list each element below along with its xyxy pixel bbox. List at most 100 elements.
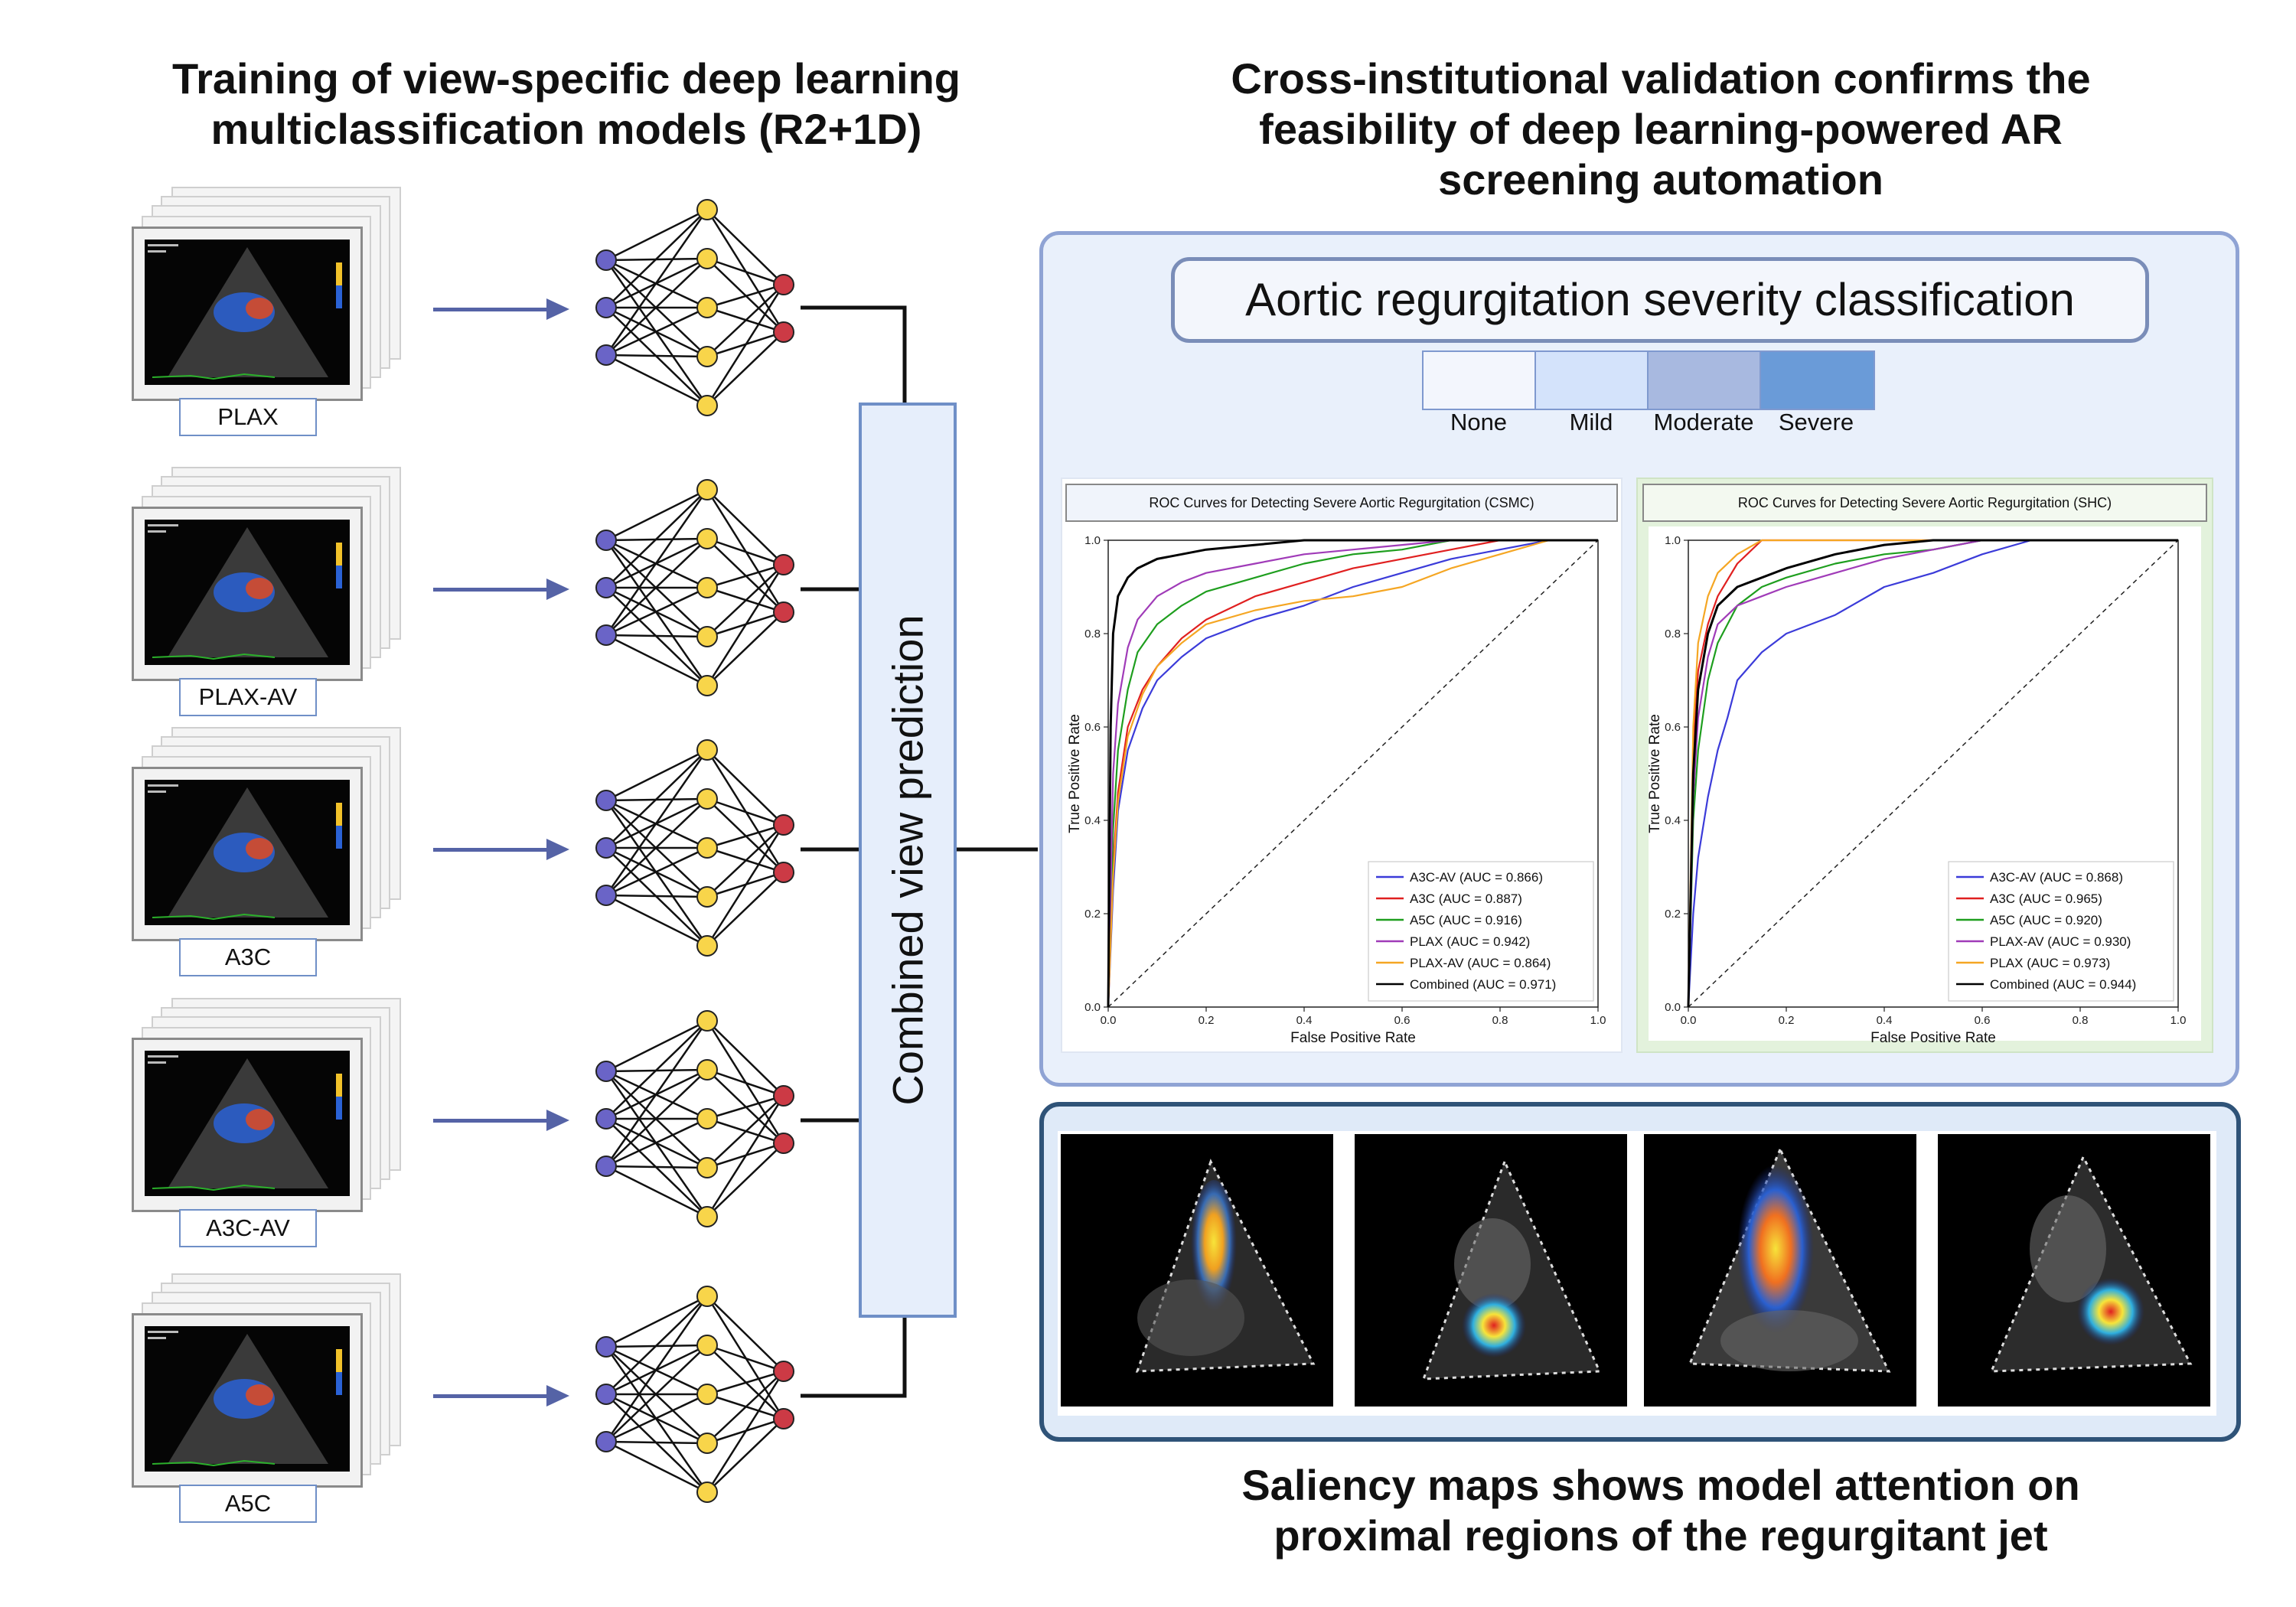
y-tick-label: 0.6 xyxy=(1665,721,1681,734)
output-node xyxy=(773,1085,794,1107)
hidden-node xyxy=(696,1335,718,1356)
saliency-image-1 xyxy=(1061,1134,1333,1407)
connector-plax xyxy=(801,305,907,403)
y-tick-label: 0.0 xyxy=(1084,1001,1101,1014)
legend-entry: A5C (AUC = 0.916) xyxy=(1410,913,1522,927)
legend-label-severe: Severe xyxy=(1778,409,1854,435)
hidden-node xyxy=(696,1433,718,1454)
echo-image xyxy=(145,780,350,925)
output-node xyxy=(773,274,794,295)
view-label-a3c-av: A3C-AV xyxy=(179,1209,317,1247)
severity-title: Aortic regurgitation severity classifica… xyxy=(1171,257,2149,343)
roc-csmc-panel: ROC Curves for Detecting Severe Aortic R… xyxy=(1061,478,1623,1053)
hidden-node xyxy=(696,837,718,859)
x-tick-label: 0.4 xyxy=(1296,1014,1313,1027)
hidden-node xyxy=(696,297,718,318)
input-node xyxy=(595,1336,617,1358)
input-node xyxy=(595,624,617,646)
roc-series-1 xyxy=(1687,539,2178,1008)
roc-series-3 xyxy=(1687,539,2178,1008)
hidden-node xyxy=(696,1482,718,1503)
neural-network-a5c xyxy=(595,1286,794,1503)
roc-shc-title: ROC Curves for Detecting Severe Aortic R… xyxy=(1642,484,2207,522)
roc-series-5 xyxy=(1107,539,1598,1008)
x-tick-label: 0.0 xyxy=(1101,1014,1117,1027)
output-node xyxy=(773,1361,794,1382)
hidden-node xyxy=(696,528,718,549)
input-node xyxy=(595,1384,617,1405)
arrow-head-icon xyxy=(546,1110,569,1131)
legend-entry: A5C (AUC = 0.920) xyxy=(1990,913,2102,927)
hidden-node xyxy=(696,395,718,416)
echo-image xyxy=(145,520,350,665)
input-node xyxy=(595,344,617,366)
input-node xyxy=(595,1108,617,1129)
arrow-head-icon xyxy=(546,579,569,600)
input-node xyxy=(595,1156,617,1177)
echo-image xyxy=(145,1326,350,1472)
hidden-node xyxy=(696,1206,718,1227)
hidden-node xyxy=(696,199,718,220)
x-tick-label: 0.8 xyxy=(1492,1014,1508,1027)
roc-series-5 xyxy=(1687,539,2178,1008)
output-node xyxy=(773,554,794,575)
combined-view-box: Combined view prediction xyxy=(859,403,957,1318)
neural-network-plax xyxy=(595,199,794,416)
x-tick-label: 1.0 xyxy=(2170,1014,2187,1027)
hidden-node xyxy=(696,1286,718,1307)
echo-thumbnail-plax xyxy=(132,227,363,401)
echo-sector-1 xyxy=(1135,1159,1316,1373)
hidden-node xyxy=(696,739,718,761)
view-label-plax-av: PLAX-AV xyxy=(179,678,317,716)
legend-entry: A3C (AUC = 0.887) xyxy=(1410,892,1522,906)
y-tick-label: 1.0 xyxy=(1665,534,1681,547)
arrow-line xyxy=(433,1119,548,1123)
input-node xyxy=(595,837,617,859)
roc-series-0 xyxy=(1687,539,2178,1008)
x-axis-label: False Positive Rate xyxy=(1870,1030,1996,1046)
roc-shc-panel: ROC Curves for Detecting Severe Aortic R… xyxy=(1636,478,2213,1053)
hidden-node xyxy=(696,675,718,696)
right-title: Cross-institutional validation confirms … xyxy=(1133,54,2189,205)
echo-thumbnail-a5c xyxy=(132,1313,363,1488)
echo-sector-2 xyxy=(1421,1159,1602,1380)
hidden-node xyxy=(696,346,718,367)
output-node xyxy=(773,321,794,343)
bottom-title: Saliency maps shows model attention on p… xyxy=(1133,1460,2189,1561)
hidden-node xyxy=(696,1384,718,1405)
y-tick-label: 0.0 xyxy=(1665,1001,1681,1014)
input-node xyxy=(595,530,617,551)
hidden-node xyxy=(696,935,718,957)
roc-csmc-chart: 0.00.0 0.2 0.2 0.4 0.4 0.6 0.6 0.8 0.8 1.0 1.0 Fals… xyxy=(1067,534,1606,1046)
x-axis-label: False Positive Rate xyxy=(1290,1030,1416,1046)
echo-thumbnail-plax-av xyxy=(132,507,363,681)
neural-network-a3c xyxy=(595,739,794,957)
legend-swatch-moderate xyxy=(1647,350,1763,410)
y-tick-label: 0.8 xyxy=(1084,627,1101,641)
output-node xyxy=(773,601,794,623)
hidden-node xyxy=(696,626,718,647)
roc-series-1 xyxy=(1107,539,1598,1008)
right-title-line-2: feasibility of deep learning-powered AR xyxy=(1259,105,2063,153)
echo-image xyxy=(145,240,350,385)
neural-network-plax-av xyxy=(595,479,794,696)
y-tick-label: 0.6 xyxy=(1084,721,1101,734)
legend-swatch-none xyxy=(1422,350,1538,410)
legend-label-none: None xyxy=(1450,409,1508,435)
output-node xyxy=(773,814,794,836)
x-tick-label: 0.6 xyxy=(1394,1014,1411,1027)
input-node xyxy=(595,1431,617,1452)
hidden-node xyxy=(696,1059,718,1081)
view-label-a5c: A5C xyxy=(179,1485,317,1523)
input-node xyxy=(595,1061,617,1082)
legend-entry: A3C (AUC = 0.965) xyxy=(1990,892,2102,906)
arrow-line xyxy=(433,588,548,592)
hidden-node xyxy=(696,479,718,500)
roc-series-4 xyxy=(1107,539,1598,1008)
y-tick-label: 0.8 xyxy=(1665,627,1681,641)
y-tick-label: 0.4 xyxy=(1084,814,1101,827)
left-title-line-1: Training of view-specific deep learning xyxy=(171,54,960,103)
echo-thumbnail-a3c xyxy=(132,767,363,941)
echo-image xyxy=(145,1051,350,1196)
hidden-node xyxy=(696,788,718,810)
